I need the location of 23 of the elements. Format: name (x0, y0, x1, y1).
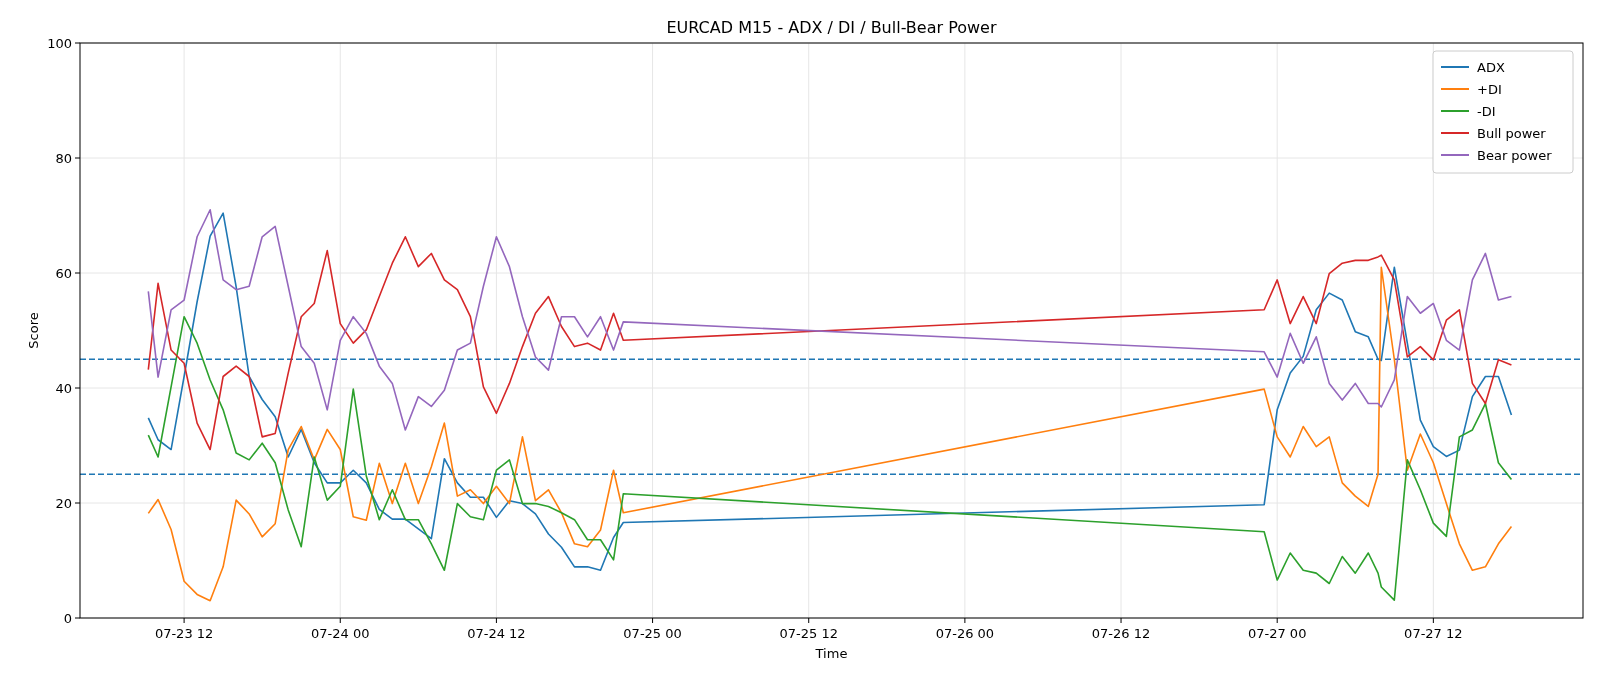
y-tick-label: 80 (55, 150, 72, 166)
y-axis-title: Score (26, 312, 41, 349)
legend-label: -DI (1477, 104, 1496, 119)
y-tick-label: 60 (55, 265, 72, 281)
y-tick-label: 20 (55, 495, 72, 511)
y-tick-label: 0 (63, 610, 72, 626)
y-tick-label: 40 (55, 380, 72, 396)
x-tick-label: 07-25 00 (623, 626, 682, 641)
legend-label: +DI (1477, 82, 1502, 97)
x-tick-label: 07-26 12 (1091, 626, 1151, 641)
x-tick-label: 07-27 00 (1247, 626, 1307, 641)
x-axis-title: Time (814, 646, 848, 661)
legend-label: Bear power (1477, 148, 1553, 163)
x-tick-label: 07-24 00 (311, 626, 370, 641)
chart-title: EURCAD M15 - ADX / DI / Bull-Bear Power (666, 18, 997, 37)
x-tick-label: 07-25 12 (779, 626, 838, 641)
x-tick-label: 07-27 12 (1404, 626, 1463, 641)
x-tick-label: 07-23 12 (154, 626, 214, 641)
legend-label: ADX (1477, 60, 1505, 75)
x-tick-label: 07-26 00 (935, 626, 995, 641)
legend-label: Bull power (1477, 126, 1547, 141)
y-tick-label: 100 (47, 35, 72, 51)
x-tick-label: 07-24 12 (467, 626, 526, 641)
